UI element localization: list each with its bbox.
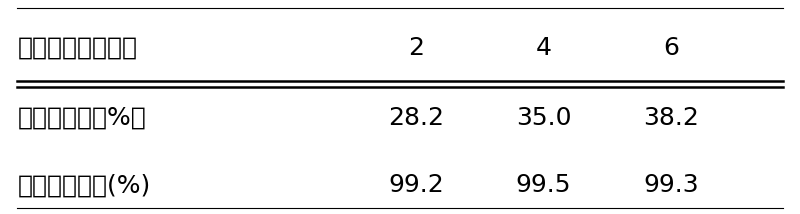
Text: 2: 2 [408,36,424,60]
Text: 环己醇选择性(%): 环己醇选择性(%) [18,173,150,197]
Text: 反应时间（小时）: 反应时间（小时） [18,36,138,60]
Text: 环己醇收率（%）: 环己醇收率（%） [18,106,146,129]
Text: 99.3: 99.3 [643,173,699,197]
Text: 38.2: 38.2 [643,106,699,129]
Text: 28.2: 28.2 [388,106,444,129]
Text: 99.5: 99.5 [516,173,571,197]
Text: 99.2: 99.2 [388,173,444,197]
Text: 4: 4 [535,36,551,60]
Text: 35.0: 35.0 [516,106,571,129]
Text: 6: 6 [663,36,679,60]
